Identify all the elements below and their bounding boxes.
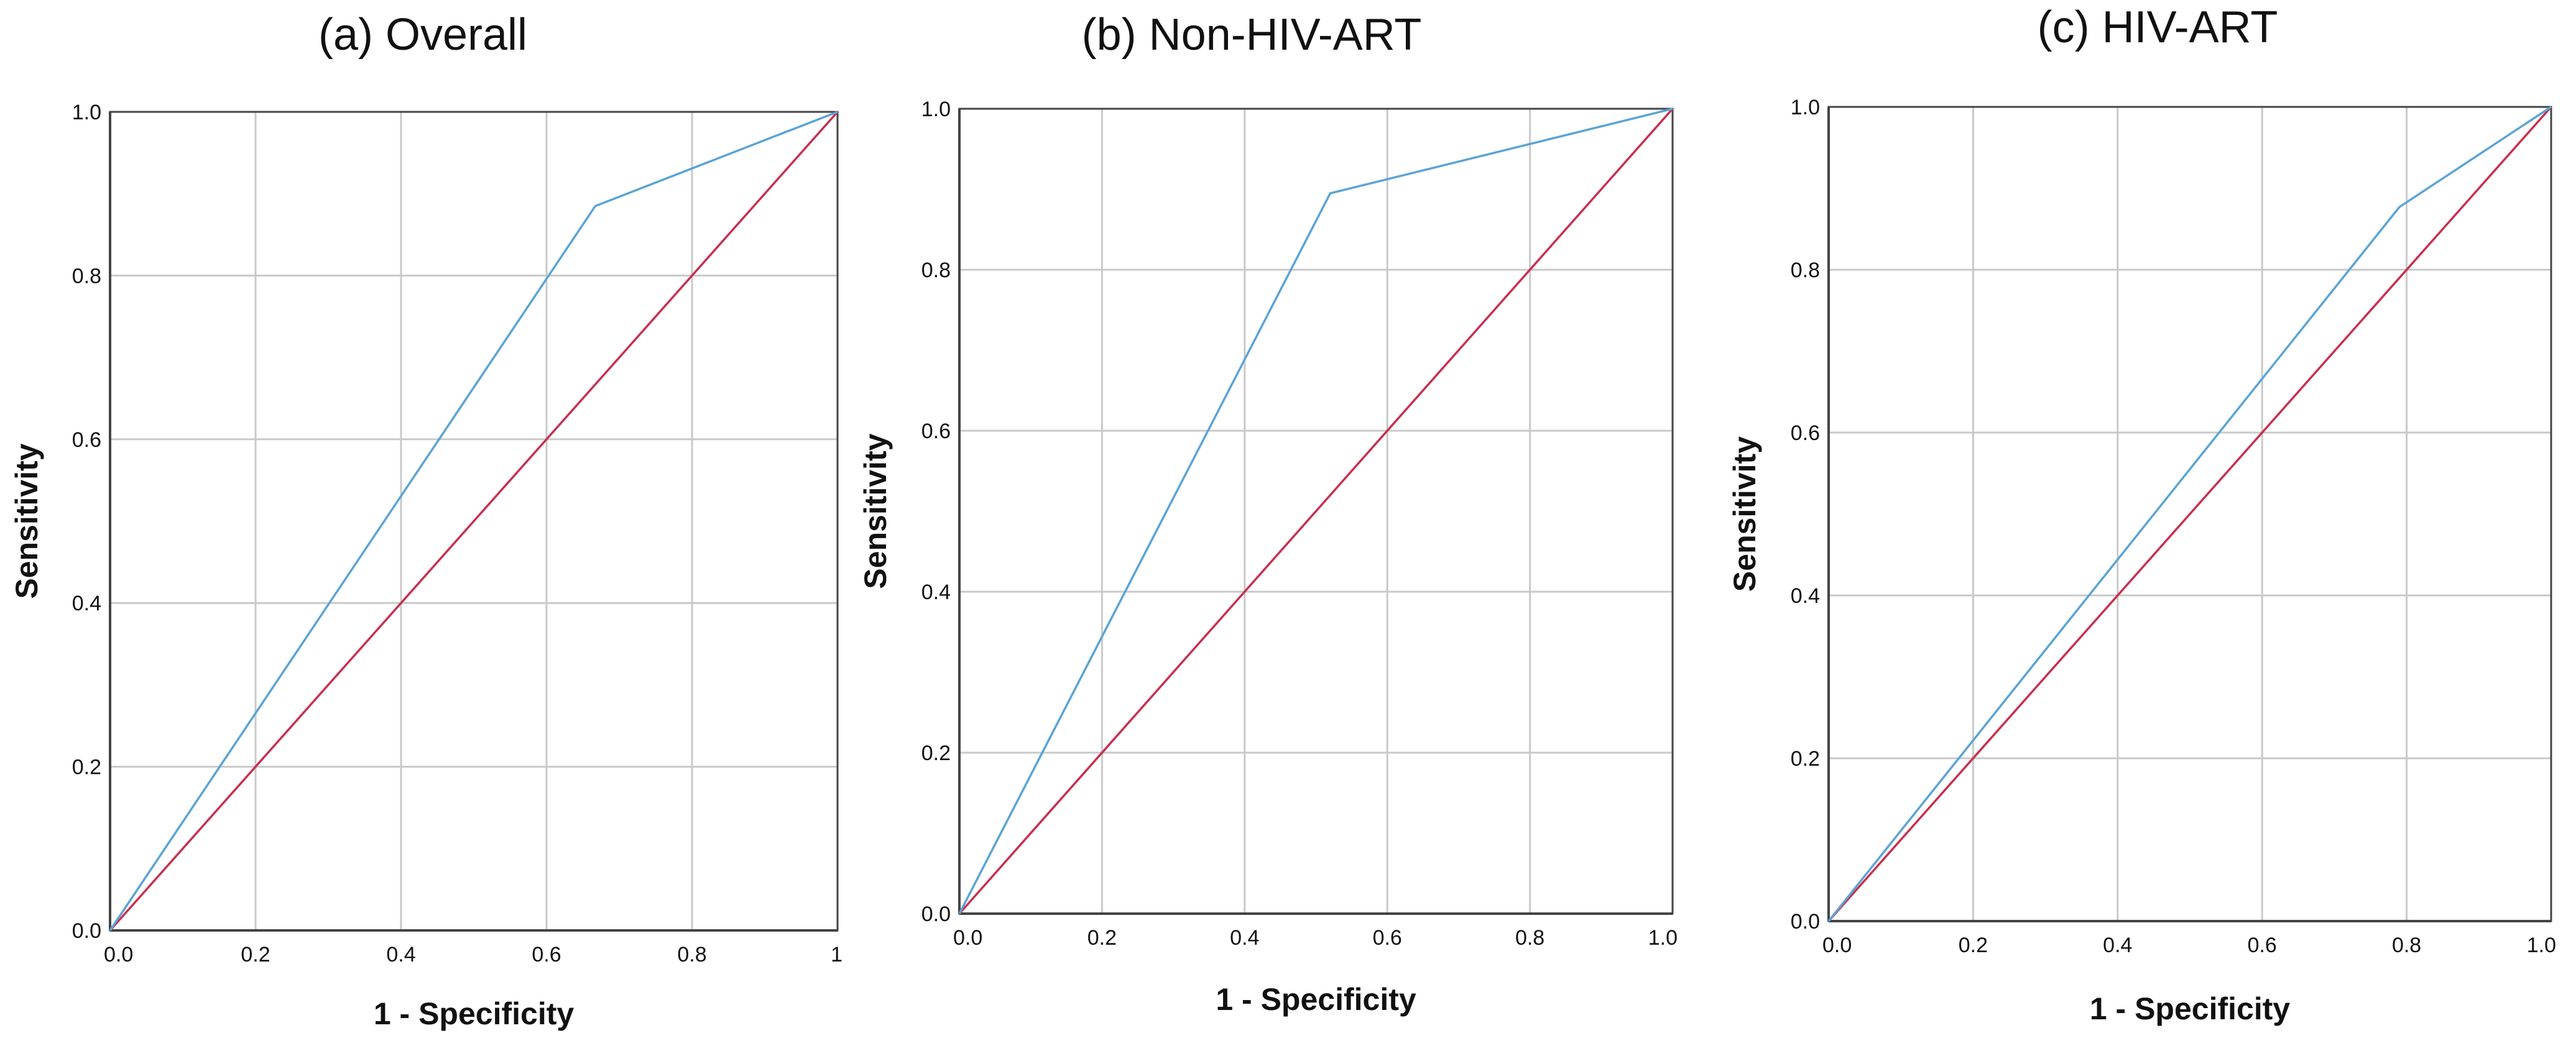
x-tick-label: 0.4 <box>2103 934 2132 957</box>
y-tick-label: 0.8 <box>1791 259 1820 282</box>
y-tick-label: 0.0 <box>72 919 101 943</box>
x-tick-label: 0.8 <box>677 943 706 966</box>
x-axis-label: 1 - Specificity <box>374 996 575 1031</box>
y-axis-label: Sensitivity <box>1727 436 1762 592</box>
x-tick-label: 0.8 <box>1515 926 1544 950</box>
x-tick-label: 0.6 <box>2248 934 2277 957</box>
x-tick-label: 0.2 <box>241 943 270 966</box>
x-tick-label: 0.0 <box>104 943 133 966</box>
y-tick-label: 1.0 <box>921 98 951 121</box>
reference-diagonal-line <box>1827 106 2552 922</box>
x-tick-label: 0.8 <box>2392 934 2421 957</box>
x-tick-label: 0.6 <box>532 943 561 966</box>
x-axis-label: 1 - Specificity <box>1216 982 1416 1017</box>
x-tick-label: 0.2 <box>1959 934 1988 957</box>
roc-curve-line <box>1827 106 2552 922</box>
y-tick-label: 0.4 <box>921 581 951 604</box>
y-tick-label: 1.0 <box>72 101 101 124</box>
chart-title: (c) HIV-ART <box>2038 2 2278 52</box>
roc-curve-line <box>958 108 1673 914</box>
x-tick-label: 0.4 <box>1230 926 1259 950</box>
x-tick-label: 0.6 <box>1373 926 1402 950</box>
y-tick-label: 0.8 <box>921 259 951 282</box>
y-tick-label: 0.0 <box>1791 910 1820 934</box>
x-tick-label: 0.0 <box>1822 934 1852 957</box>
y-tick-label: 0.6 <box>921 420 951 443</box>
y-tick-label: 0.6 <box>72 428 101 452</box>
x-tick-label: 1 <box>831 943 843 966</box>
y-tick-label: 0.4 <box>1791 584 1820 608</box>
x-tick-label: 0.2 <box>1087 926 1117 950</box>
y-tick-label: 0.0 <box>921 902 951 926</box>
chart-title: (a) Overall <box>318 10 527 60</box>
x-tick-label: 0.4 <box>386 943 415 966</box>
y-axis-label: Sensitivity <box>9 443 44 599</box>
x-tick-label: 1.0 <box>1648 926 1678 950</box>
y-tick-label: 0.4 <box>72 592 101 615</box>
roc-curve-line <box>109 111 838 931</box>
y-tick-label: 0.2 <box>1791 747 1820 771</box>
y-tick-label: 1.0 <box>1791 96 1820 119</box>
x-tick-label: 1.0 <box>2527 934 2556 957</box>
chart-panel-3: (c) HIV-ART 0.0 0.2 0.4 0.6 0.8 1.0 0.0 0.2 0.4 0.… <box>1727 2 2556 1026</box>
x-tick-label: 0.0 <box>953 926 982 950</box>
reference-diagonal-line <box>109 111 839 932</box>
chart-panel-2: (b) Non-HIV-ART 0.0 0.2 0.4 0.6 0.8 1.0 0.0 0.2 0… <box>858 10 1678 1017</box>
x-axis-label: 1 - Specificity <box>2090 991 2291 1026</box>
reference-diagonal-line <box>958 108 1674 915</box>
chart-panel-1: (a) Overall 0.0 0.2 0.4 0.6 0.8 1 0.0 0.2 0.4 0.6 0… <box>9 10 843 1031</box>
y-tick-label: 0.6 <box>1791 421 1820 445</box>
y-axis-label: Sensitivity <box>858 433 893 589</box>
y-tick-label: 0.2 <box>921 741 951 765</box>
y-tick-label: 0.8 <box>72 264 101 288</box>
chart-title: (b) Non-HIV-ART <box>1082 10 1422 60</box>
y-tick-label: 0.2 <box>72 756 101 779</box>
